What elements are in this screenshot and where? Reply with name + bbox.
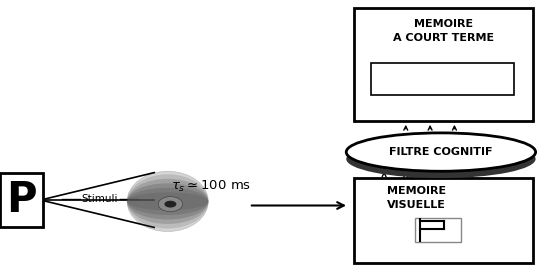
Ellipse shape bbox=[164, 201, 176, 208]
FancyBboxPatch shape bbox=[354, 178, 533, 263]
Ellipse shape bbox=[127, 188, 208, 215]
Text: MEMOIRE
A COURT TERME: MEMOIRE A COURT TERME bbox=[393, 19, 494, 43]
Ellipse shape bbox=[127, 174, 208, 229]
Text: Stimuli: Stimuli bbox=[82, 194, 118, 204]
Ellipse shape bbox=[127, 183, 208, 219]
Text: C'est la lettre P: C'est la lettre P bbox=[392, 74, 492, 84]
Ellipse shape bbox=[346, 140, 536, 178]
Ellipse shape bbox=[127, 171, 208, 232]
FancyBboxPatch shape bbox=[354, 8, 533, 121]
Ellipse shape bbox=[127, 192, 208, 210]
Ellipse shape bbox=[158, 197, 182, 212]
Text: MEMOIRE
VISUELLE: MEMOIRE VISUELLE bbox=[387, 186, 446, 210]
Ellipse shape bbox=[127, 179, 208, 224]
Ellipse shape bbox=[127, 171, 208, 232]
Ellipse shape bbox=[346, 133, 536, 171]
Text: P: P bbox=[6, 179, 37, 221]
Text: FILTRE COGNITIF: FILTRE COGNITIF bbox=[389, 147, 493, 157]
Text: $\tau_s \simeq 100\ \mathrm{ms}$: $\tau_s \simeq 100\ \mathrm{ms}$ bbox=[171, 179, 251, 194]
FancyBboxPatch shape bbox=[415, 218, 461, 242]
FancyBboxPatch shape bbox=[371, 63, 514, 95]
